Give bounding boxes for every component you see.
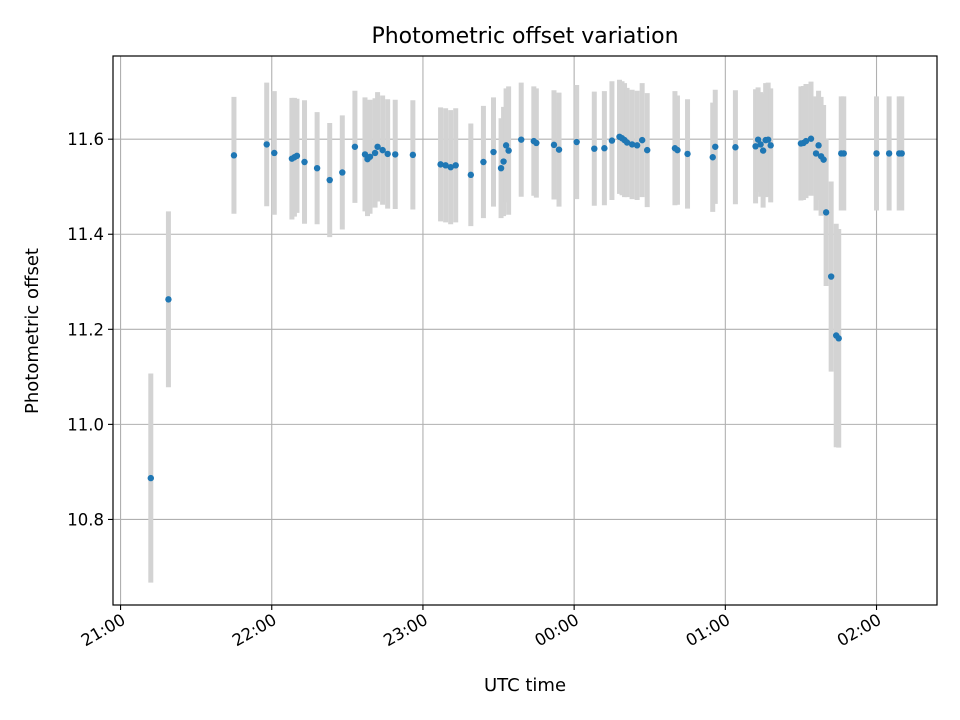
data-point [885, 150, 893, 157]
data-point [633, 142, 641, 149]
data-point [533, 139, 540, 147]
data-point [807, 135, 815, 142]
y-tick-label: 11.6 [67, 130, 104, 149]
data-point [674, 146, 681, 154]
data-point [835, 335, 842, 342]
data-point [822, 209, 830, 216]
data-point [374, 143, 381, 150]
data-point [480, 158, 487, 166]
data-point [518, 136, 525, 143]
data-point [754, 136, 762, 143]
y-axis-ticks: 10.8 11.0 11.2 11.4 11.6 [67, 130, 113, 529]
y-tick-label: 11.0 [67, 415, 104, 434]
data-point [301, 158, 308, 166]
data-point [623, 139, 631, 146]
data-point [802, 137, 810, 145]
data-point [764, 136, 772, 143]
data-point [709, 154, 716, 161]
data-point [371, 149, 379, 157]
data-point [628, 141, 636, 148]
data-point [712, 143, 719, 150]
data-point [601, 145, 608, 152]
data-point [732, 144, 739, 151]
data-point [497, 164, 505, 172]
data-point [505, 147, 512, 154]
data-point [573, 138, 580, 146]
data-point [757, 141, 764, 148]
data-point [409, 151, 417, 159]
y-tick-label: 11.2 [67, 320, 104, 339]
data-point [447, 164, 454, 171]
data-point [366, 153, 374, 160]
data-point [442, 162, 449, 169]
data-point [555, 146, 563, 153]
data-point [326, 176, 333, 184]
data-point [820, 156, 827, 163]
data-point [339, 169, 346, 176]
data-point [147, 474, 154, 482]
data-point [379, 146, 386, 154]
data-point [591, 145, 598, 152]
data-point [550, 141, 558, 149]
data-point [898, 150, 905, 157]
data-point [351, 143, 359, 150]
data-point [361, 151, 369, 158]
data-point [490, 148, 497, 156]
data-point [467, 171, 475, 179]
data-point [684, 150, 691, 158]
data-points [147, 133, 905, 482]
data-point [752, 143, 759, 150]
data-point [230, 152, 238, 159]
data-point [263, 141, 270, 148]
y-tick-label: 11.4 [67, 225, 104, 244]
y-tick-label: 10.8 [67, 510, 104, 529]
data-point [759, 147, 767, 154]
data-point [293, 152, 301, 160]
data-point [437, 161, 444, 168]
data-point [644, 146, 651, 154]
data-point [392, 151, 399, 158]
data-point [840, 150, 847, 157]
x-axis-label: UTC time [484, 675, 566, 696]
data-point [271, 149, 278, 157]
data-point [873, 150, 880, 157]
data-point [313, 164, 321, 172]
data-point [500, 158, 507, 165]
data-point [815, 142, 822, 149]
data-point [452, 162, 459, 169]
y-axis-label: Photometric offset [22, 248, 43, 414]
data-point [502, 142, 510, 149]
plot-frame [112, 55, 938, 606]
data-point [165, 296, 172, 303]
data-point [638, 136, 646, 144]
data-point [812, 150, 820, 157]
data-point [608, 137, 616, 144]
data-point [827, 273, 835, 280]
chart-title: Photometric offset variation [371, 24, 678, 49]
data-point [767, 142, 774, 149]
data-point [384, 150, 391, 158]
